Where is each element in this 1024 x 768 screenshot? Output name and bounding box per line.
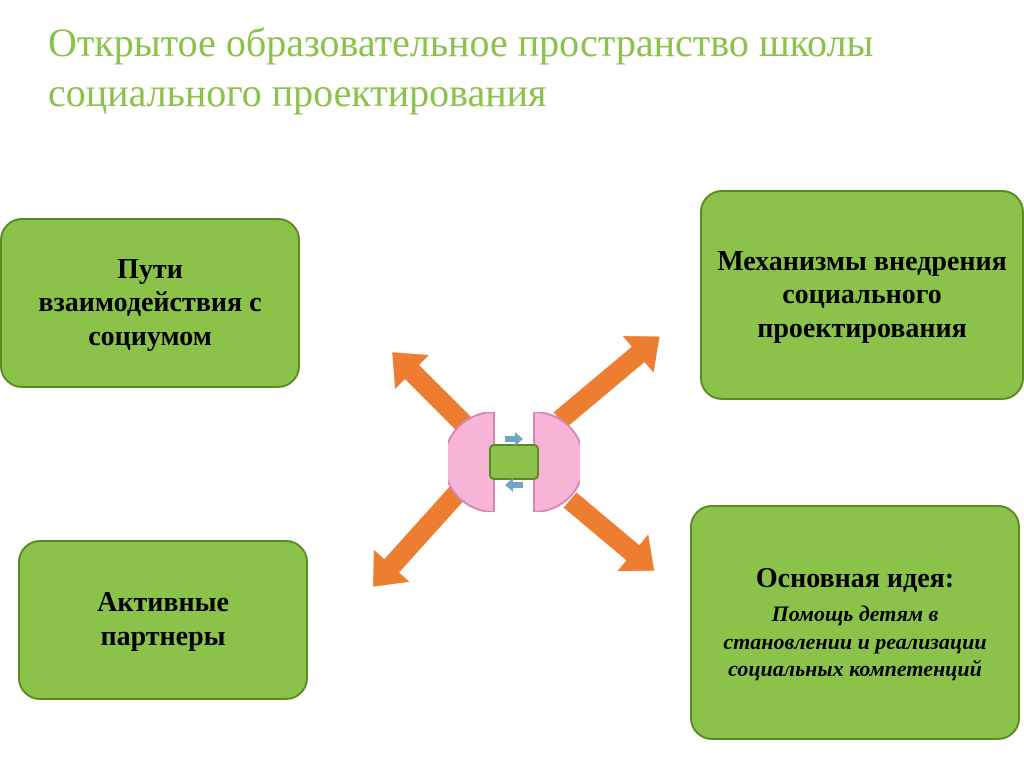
box-bottom-right-heading: Основная идея: xyxy=(706,562,1004,596)
box-top-left: Пути взаимодействия с социумом xyxy=(0,218,300,388)
box-bottom-right-body: Помощь детям в становлении и реализации … xyxy=(706,600,1004,683)
box-top-right: Механизмы внедрения социального проектир… xyxy=(700,190,1024,400)
central-shape xyxy=(448,412,580,512)
box-bottom-left: Активные партнеры xyxy=(18,540,308,700)
box-top-right-text: Механизмы внедрения социального проектир… xyxy=(716,245,1008,346)
slide-title: Открытое образовательное пространство шк… xyxy=(48,18,1004,118)
box-bottom-right: Основная идея: Помощь детям в становлени… xyxy=(690,505,1020,740)
box-bottom-left-text: Активные партнеры xyxy=(34,586,292,653)
box-top-left-text: Пути взаимодействия с социумом xyxy=(16,253,284,354)
